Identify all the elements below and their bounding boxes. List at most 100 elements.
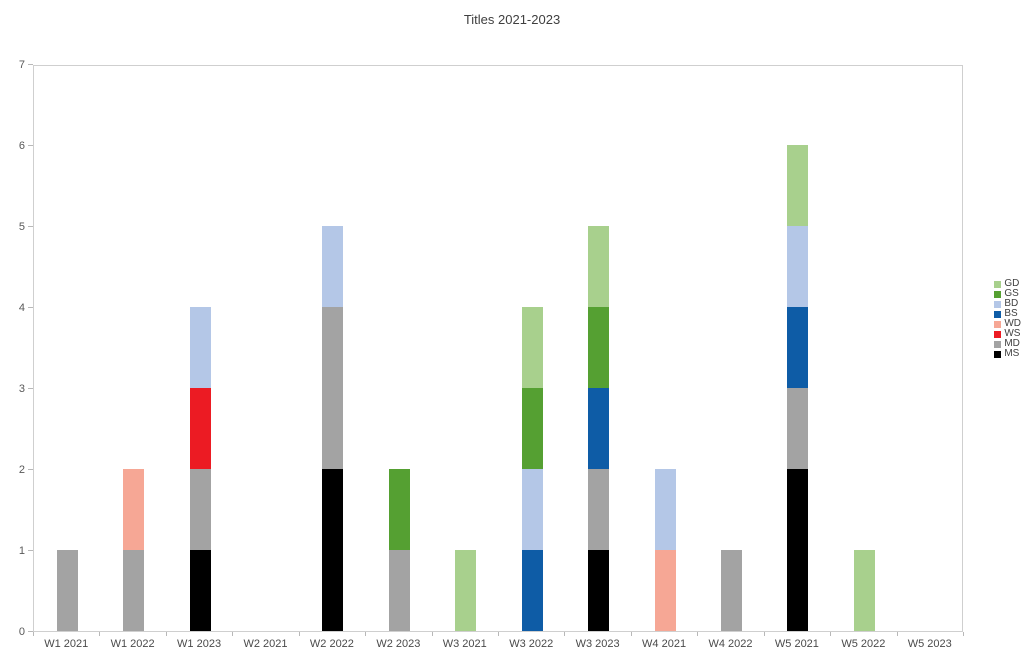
x-axis-label: W4 2021 [642,638,687,650]
x-axis-label: W1 2023 [177,638,222,650]
bar-segment-bd [654,469,676,550]
y-axis-label: 2 [18,464,25,476]
legend-swatch-bs [994,310,1002,318]
bar-segment-bd [322,226,344,307]
legend-swatch-ms [994,350,1002,358]
y-axis-tick [28,226,33,227]
bar-segment-gd [521,307,543,388]
y-axis-tick [28,64,33,65]
y-axis-label: 1 [18,545,25,557]
x-axis-label: W3 2023 [575,638,620,650]
x-axis-label: W2 2022 [309,638,354,650]
x-axis-label: W1 2022 [110,638,155,650]
x-axis-tick [365,632,367,636]
legend-label: BD [1004,298,1019,309]
legend-label: MS [1004,348,1020,359]
x-axis-tick [830,632,832,636]
bar-segment-bs [521,550,543,631]
legend-label: WD [1004,318,1021,329]
legend-label: WS [1004,328,1021,339]
y-axis-tick [28,145,33,146]
bar-segment-md [588,469,610,550]
legend-label: MD [1004,338,1020,349]
bar-segment-ms [322,469,344,631]
legend-swatch-gs [994,290,1002,298]
bar-segment-bs [588,388,610,469]
x-axis-label: W5 2023 [907,638,952,650]
x-axis-label: W4 2022 [708,638,753,650]
bar-segment-gs [388,469,410,550]
legend-item-ws: WS [994,329,1021,339]
x-axis-tick [763,632,765,636]
bar-segment-gd [455,550,477,631]
x-axis-tick [697,632,699,636]
x-axis-label: W2 2021 [243,638,288,650]
bar-segment-ms [588,550,610,631]
bar-segment-md [189,469,211,550]
y-axis-tick [28,469,33,470]
y-axis-label: 4 [18,302,25,314]
bar-segment-ms [787,469,809,631]
legend-label: BS [1004,308,1018,319]
legend-swatch-ws [994,330,1002,338]
x-axis-tick [564,632,566,636]
y-axis-label: 6 [18,140,25,152]
bar-segment-gd [787,145,809,226]
bar-segment-bd [189,307,211,388]
legend-item-md: MD [994,339,1021,349]
x-axis-tick [165,632,167,636]
legend-item-gs: GS [994,289,1021,299]
x-axis-tick [33,632,34,636]
plot-area [33,65,963,632]
x-axis-label: W3 2021 [442,638,487,650]
legend-item-gd: GD [994,279,1021,289]
y-axis-tick [28,550,33,551]
y-axis-label: 0 [18,626,25,638]
legend-swatch-gd [994,280,1002,288]
x-axis-label: W3 2022 [509,638,554,650]
x-axis-tick [431,632,433,636]
bar-segment-md [787,388,809,469]
bar-segment-wd [123,469,145,550]
x-axis-tick [963,632,964,636]
bar-segment-gs [588,307,610,388]
legend: GD GS BD BS WD WS MD MS [994,279,1021,359]
x-axis-tick [99,632,101,636]
legend-label: GS [1004,288,1019,299]
x-axis-tick [232,632,234,636]
y-axis-label: 3 [18,383,25,395]
chart-title: Titles 2021-2023 [463,12,561,27]
legend-item-bd: BD [994,299,1021,309]
bar-segment-md [388,550,410,631]
x-axis-label: W2 2023 [376,638,421,650]
x-axis-tick [298,632,300,636]
y-axis-label: 5 [18,221,25,233]
y-axis-tick [28,388,33,389]
y-axis-label: 7 [18,59,25,71]
bar-segment-md [56,550,78,631]
x-axis-tick [896,632,898,636]
bar-segment-ws [189,388,211,469]
x-axis-tick [498,632,499,636]
bar-segment-md [721,550,742,631]
legend-label: GD [1004,278,1020,289]
legend-swatch-wd [994,320,1002,328]
bar-segment-gd [588,226,610,307]
bar-segment-ms [189,550,211,631]
bar-segment-gs [521,388,543,469]
bar-segment-gd [853,550,875,631]
y-axis-tick [28,307,33,308]
legend-item-ms: MS [994,349,1021,359]
y-axis-tick [28,631,33,632]
bar-segment-bd [521,469,543,550]
x-axis-label: W5 2022 [841,638,886,650]
bar-segment-wd [654,550,676,631]
bar-segment-bd [787,226,809,307]
legend-item-wd: WD [994,319,1021,329]
legend-item-bs: BS [994,309,1021,319]
legend-swatch-bd [994,300,1002,308]
bar-segment-bs [787,307,809,388]
bar-segment-md [322,307,344,469]
x-axis-tick [630,632,632,636]
